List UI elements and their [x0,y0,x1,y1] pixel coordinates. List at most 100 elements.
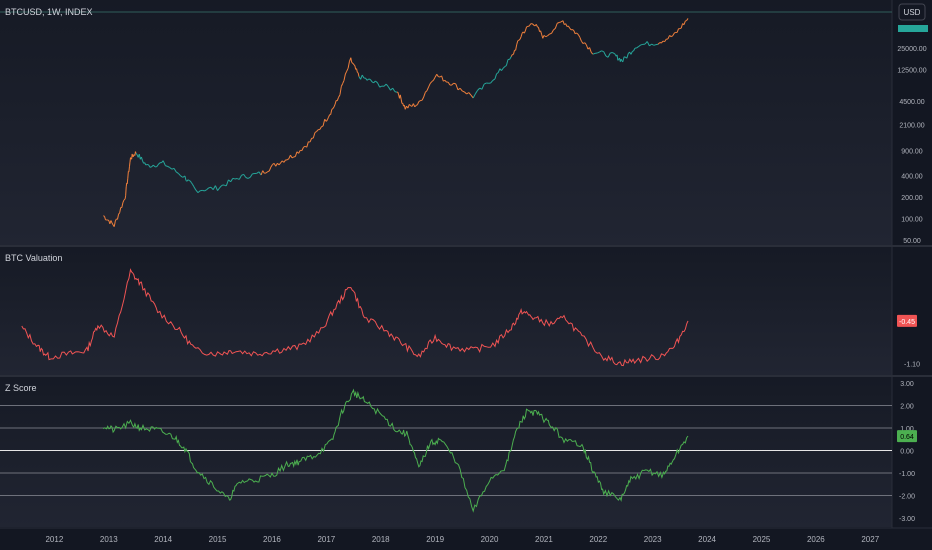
valuation-last-label: -0.45 [899,319,915,326]
price-segment [343,73,346,81]
price-segment [278,162,282,166]
price-segment [262,170,265,174]
price-segment [537,26,539,28]
price-segment [397,91,400,96]
price-segment [612,52,615,55]
price-segment [423,92,426,98]
price-segment [462,90,465,93]
price-tick-label: 100.00 [901,217,923,224]
time-tick-label: 2018 [372,535,390,544]
price-segment [547,33,550,37]
zscore-tick-label: -1.00 [899,471,915,478]
price-segment [332,106,335,109]
price-segment [644,41,648,45]
price-segment [584,42,587,46]
price-segment [453,82,456,85]
zscore-levels-layer [0,405,892,496]
price-segment [360,74,363,80]
price-segment [169,167,173,170]
price-segment [520,32,523,37]
price-segment [505,59,509,66]
price-segment [173,168,177,173]
price-segment [125,186,127,196]
price-segment [512,50,516,55]
zscore-tick-label: -3.00 [899,516,915,523]
price-segment [457,87,461,91]
price-segment [346,68,349,72]
time-tick-label: 2013 [100,535,118,544]
time-tick-label: 2015 [209,535,227,544]
price-segment [322,119,326,127]
price-segment [314,131,317,134]
price-segment [241,173,244,176]
price-segment [123,198,126,201]
price-segment [194,187,197,191]
zscore-last-label: 0.64 [900,434,914,441]
price-segment [167,165,170,168]
price-segment [574,32,577,35]
price-segment [354,65,357,70]
price-segment [321,125,324,128]
price-segment [334,100,337,105]
time-tick-label: 2019 [426,535,444,544]
price-segment [424,90,428,93]
price-segment [191,182,193,185]
price-segment [371,81,374,84]
price-segment [576,32,579,35]
price-segment [592,52,596,55]
price-segment [204,189,207,192]
price-segment [573,30,576,34]
price-segment [210,186,214,190]
price-segment [579,36,582,42]
price-segment [657,42,661,45]
price-segment [518,38,521,41]
price-segment [344,70,348,75]
price-segment [148,164,151,168]
price-segment [676,28,679,33]
price-segment [455,83,459,90]
currency-button[interactable] [898,3,926,21]
price-segment [616,54,619,61]
price-segment [238,175,242,180]
price-segment [664,38,667,42]
price-segment [175,171,179,174]
price-segment [383,83,387,87]
price-segment [356,68,358,73]
price-segment [192,184,195,187]
zscore-last-badge [897,430,917,443]
zscore-line [102,388,689,513]
price-segment [426,86,430,91]
price-segment [357,71,359,74]
price-segment [328,114,331,118]
price-segment [275,163,278,167]
price-segment [590,51,594,55]
price-segment [537,27,541,32]
price-segment [339,86,342,95]
price-segment [156,164,159,168]
price-segment [412,103,416,108]
price-segment [554,23,558,29]
price-tick-label: 200.00 [901,195,923,202]
price-segment [472,93,476,99]
price-segment [686,18,689,21]
price-tick-label: 50.00 [903,238,921,245]
price-segment [421,96,425,101]
price-segment [130,157,132,160]
price-segment [286,158,290,161]
price-segment [502,66,506,69]
price-segment [444,79,447,83]
price-segment [622,56,625,63]
price-segment [288,154,291,159]
symbol-title[interactable]: BTCUSD, 1W, INDEX [5,7,93,17]
price-segment [369,79,373,83]
price-segment [208,186,212,189]
price-segment [118,212,121,215]
price-segment [614,53,616,56]
price-segment [451,82,454,86]
price-segment [601,50,604,53]
price-segment [662,40,665,43]
price-segment [626,53,629,59]
price-segment [180,175,184,178]
price-segment [672,32,675,36]
